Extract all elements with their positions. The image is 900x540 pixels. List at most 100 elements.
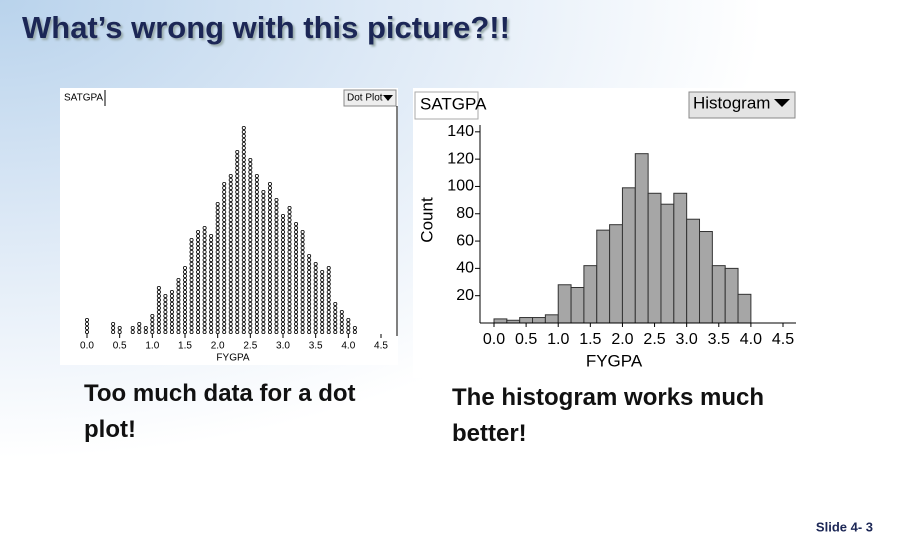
- dot: [300, 309, 305, 314]
- dot: [248, 197, 253, 202]
- dot: [222, 329, 227, 334]
- dot: [202, 245, 207, 250]
- dot: [228, 281, 233, 286]
- dot: [235, 301, 240, 306]
- dot: [156, 305, 161, 310]
- dot: [215, 317, 220, 322]
- dot: [287, 289, 292, 294]
- dot: [280, 277, 285, 282]
- dot: [261, 277, 266, 282]
- dot: [215, 217, 220, 222]
- dot-column: [182, 265, 187, 334]
- dot: [339, 317, 344, 322]
- dot: [280, 257, 285, 262]
- dot: [261, 189, 266, 194]
- dot: [176, 277, 181, 282]
- dot: [241, 253, 246, 258]
- dot: [215, 253, 220, 258]
- dot: [209, 233, 214, 238]
- dot: [254, 245, 259, 250]
- dot: [241, 325, 246, 330]
- dot: [267, 233, 272, 238]
- dot: [241, 141, 246, 146]
- dot: [176, 309, 181, 314]
- dot: [300, 289, 305, 294]
- dot: [209, 277, 214, 282]
- dot: [235, 225, 240, 230]
- dot: [267, 217, 272, 222]
- dot: [196, 241, 201, 246]
- dot: [209, 293, 214, 298]
- dot: [196, 285, 201, 290]
- dot: [130, 329, 135, 334]
- bar: [557, 284, 572, 324]
- dot: [294, 221, 299, 226]
- dot: [248, 233, 253, 238]
- dot: [169, 301, 174, 306]
- dot-column: [150, 313, 155, 334]
- dot: [215, 205, 220, 210]
- dot: [300, 293, 305, 298]
- dot: [267, 321, 272, 326]
- dot: [326, 305, 331, 310]
- y-tick-label: 100: [447, 178, 474, 195]
- dot-column: [313, 261, 318, 334]
- dot: [222, 193, 227, 198]
- dot: [248, 293, 253, 298]
- dot: [261, 237, 266, 242]
- dot: [320, 317, 325, 322]
- dot: [307, 289, 312, 294]
- dot: [150, 321, 155, 326]
- dot: [287, 309, 292, 314]
- dot: [196, 325, 201, 330]
- dot: [320, 285, 325, 290]
- dot: [326, 269, 331, 274]
- dot: [313, 281, 318, 286]
- dot: [248, 249, 253, 254]
- dot: [320, 293, 325, 298]
- dot: [215, 269, 220, 274]
- dot: [228, 309, 233, 314]
- bar: [596, 229, 611, 324]
- dot: [274, 313, 279, 318]
- dot: [196, 249, 201, 254]
- dot: [267, 193, 272, 198]
- dot: [215, 285, 220, 290]
- dot-column: [111, 321, 116, 334]
- dot: [228, 293, 233, 298]
- dot: [248, 209, 253, 214]
- dot-column: [143, 325, 148, 334]
- dot: [339, 313, 344, 318]
- dot: [320, 277, 325, 282]
- bar: [737, 293, 752, 324]
- dot: [235, 289, 240, 294]
- dot: [85, 325, 90, 330]
- dot: [209, 301, 214, 306]
- dot: [267, 253, 272, 258]
- y-tick-label: 60: [456, 232, 474, 249]
- dot: [235, 169, 240, 174]
- dot: [241, 173, 246, 178]
- dot: [241, 241, 246, 246]
- dot: [274, 213, 279, 218]
- dot: [189, 273, 194, 278]
- x-label: FYGPA: [586, 351, 643, 370]
- dot: [202, 261, 207, 266]
- dot: [261, 221, 266, 226]
- bar: [570, 286, 585, 324]
- dot: [274, 325, 279, 330]
- dot: [300, 261, 305, 266]
- dot: [261, 269, 266, 274]
- dot: [189, 241, 194, 246]
- dot: [326, 289, 331, 294]
- dot: [307, 257, 312, 262]
- dot: [300, 277, 305, 282]
- dot: [176, 293, 181, 298]
- dot: [261, 261, 266, 266]
- dot: [248, 221, 253, 226]
- dot: [235, 249, 240, 254]
- dot: [294, 289, 299, 294]
- dot-column: [280, 213, 285, 334]
- dot: [222, 289, 227, 294]
- dot: [300, 269, 305, 274]
